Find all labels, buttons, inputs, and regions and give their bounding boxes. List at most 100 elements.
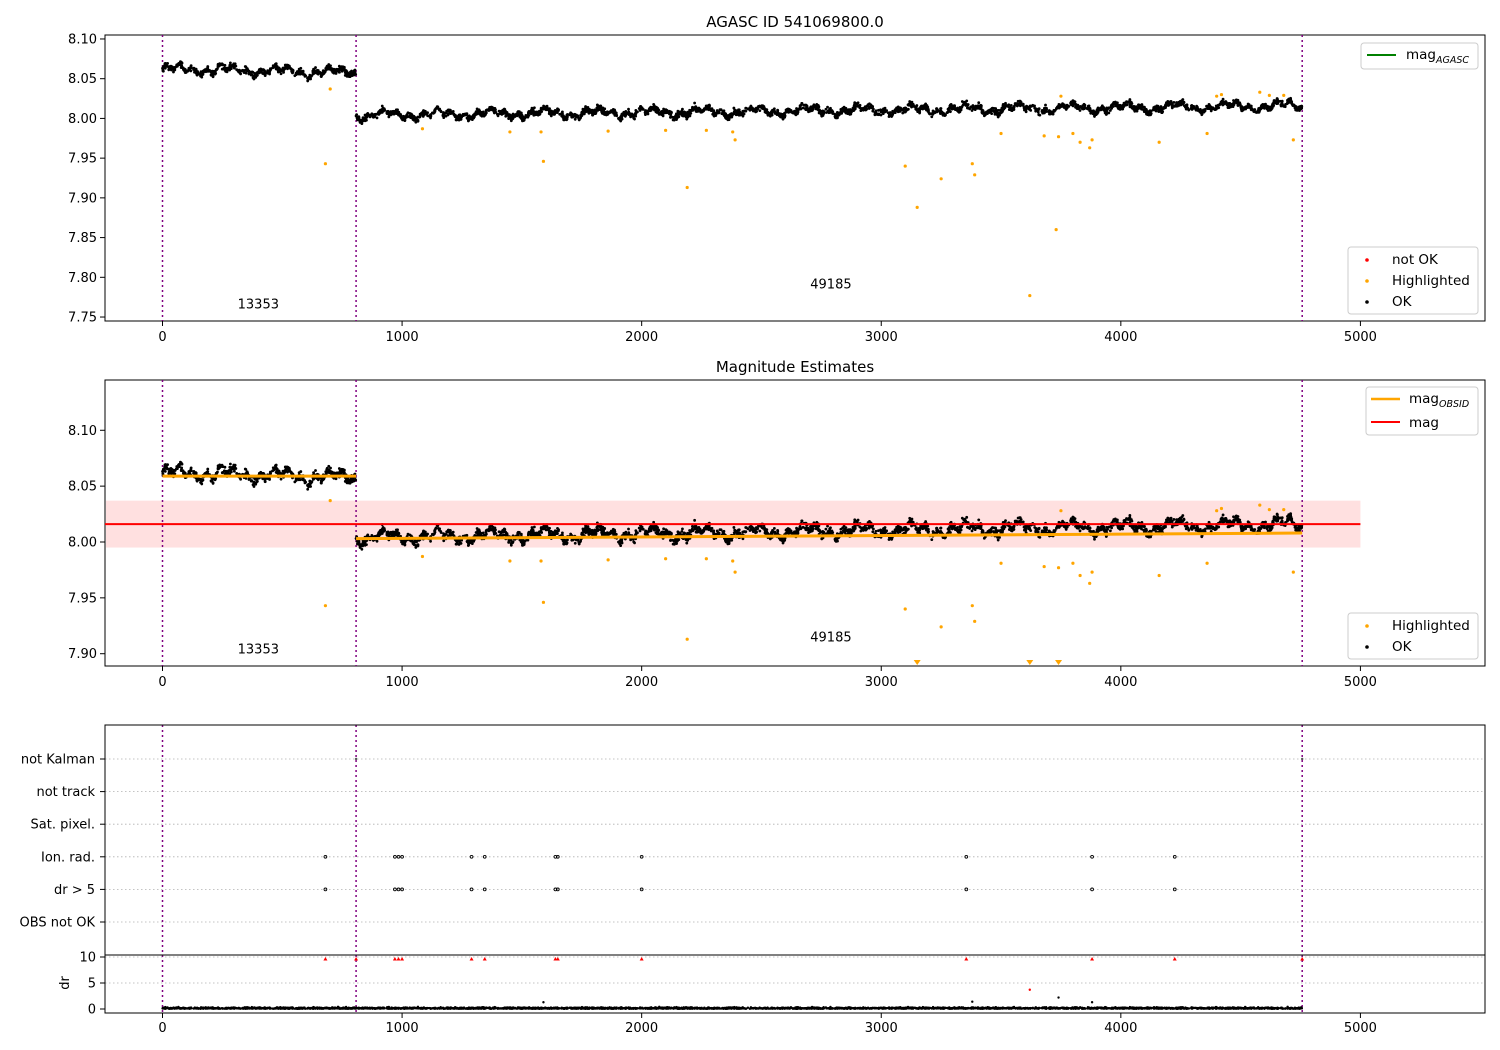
ok-point: [281, 66, 285, 70]
ok-point: [162, 467, 166, 471]
ok-point: [714, 111, 718, 115]
ok-point: [325, 67, 328, 71]
ok-point: [180, 64, 184, 68]
ok-point: [492, 110, 496, 114]
ok-point: [1198, 110, 1202, 114]
ok-point: [457, 113, 461, 117]
ok-point: [228, 61, 232, 65]
ok-point: [487, 109, 491, 112]
ok-point: [659, 110, 663, 114]
ok-point: [549, 109, 552, 113]
ok-point: [268, 471, 272, 475]
ok-point: [480, 114, 484, 118]
ok-point: [494, 108, 497, 112]
ok-point: [819, 112, 823, 116]
ok-point: [634, 114, 638, 118]
ok-point: [1270, 105, 1274, 109]
ok-point: [1057, 106, 1061, 110]
ok-point: [1095, 109, 1099, 113]
ok-point: [581, 111, 585, 115]
ok-point: [189, 469, 193, 473]
ok-point: [547, 112, 551, 116]
ok-point: [1281, 103, 1285, 107]
ok-point: [348, 74, 352, 78]
ok-point: [544, 106, 547, 110]
ok-point: [551, 111, 555, 115]
ok-point: [262, 472, 266, 475]
obsid-label: 49185: [810, 277, 851, 292]
ok-point: [357, 115, 361, 119]
ok-point: [1187, 108, 1191, 112]
ok-point: [353, 68, 357, 72]
legend-not-ok-label: not OK: [1392, 252, 1439, 268]
ok-point: [1222, 102, 1226, 106]
ok-point: [572, 114, 576, 117]
ok-point: [989, 109, 993, 113]
ok-point: [217, 63, 221, 67]
ok-point: [1297, 105, 1301, 109]
ok-point: [541, 106, 545, 110]
ok-point: [849, 108, 853, 112]
ok-point: [704, 104, 708, 108]
ok-point: [532, 106, 536, 110]
ok-point: [821, 110, 825, 114]
ok-point: [831, 110, 835, 114]
ok-point: [306, 483, 310, 487]
ok-point: [826, 105, 829, 109]
ok-point: [325, 470, 328, 474]
ok-point: [197, 72, 201, 76]
ok-point: [342, 67, 346, 71]
ok-point: [1029, 105, 1033, 108]
ok-point: [501, 109, 505, 113]
ok-point: [228, 63, 232, 67]
ok-point: [678, 111, 682, 115]
ok-point: [670, 111, 673, 115]
ok-point: [1263, 106, 1266, 110]
ok-point: [232, 469, 236, 473]
ok-point: [330, 67, 334, 71]
ok-point: [1059, 104, 1063, 108]
ok-point: [556, 526, 559, 530]
ok-point: [1127, 100, 1131, 104]
panel1-title: AGASC ID 541069800.0: [706, 13, 884, 31]
ok-point: [370, 112, 374, 116]
ok-point: [1036, 110, 1040, 114]
ok-point: [1238, 102, 1242, 106]
ok-point: [338, 66, 342, 70]
ok-point: [1183, 105, 1187, 109]
ok-point: [976, 104, 980, 108]
ok-point: [960, 100, 964, 103]
ok-point: [180, 466, 184, 470]
ok-point: [1065, 106, 1069, 110]
ok-point: [199, 70, 203, 74]
ok-point: [252, 74, 256, 78]
ok-point: [274, 62, 277, 66]
ok-point: [918, 111, 921, 115]
x-tick-label: 5000: [1344, 330, 1377, 345]
ok-point: [213, 70, 217, 74]
ok-point: [709, 107, 713, 111]
ok-point: [315, 70, 319, 73]
ok-point: [795, 107, 798, 110]
ok-point: [972, 106, 976, 110]
ok-point: [979, 107, 983, 110]
ok-point: [385, 110, 389, 114]
ok-point: [236, 69, 240, 73]
ok-point: [730, 115, 734, 119]
ok-point: [1130, 102, 1134, 105]
ok-point: [734, 113, 738, 117]
ok-point: [1294, 108, 1298, 111]
highlighted-point: [915, 205, 919, 209]
ok-point: [243, 467, 247, 471]
ok-point: [224, 70, 228, 73]
ok-point: [1198, 108, 1202, 111]
panel1-frame: [104, 34, 1486, 322]
ok-point: [210, 478, 214, 482]
ok-point: [1251, 108, 1254, 112]
ok-point: [417, 115, 421, 119]
ok-point: [891, 109, 895, 113]
ok-point: [199, 74, 203, 78]
ok-point: [162, 65, 166, 68]
legend-ok-label: OK: [1392, 294, 1413, 310]
highlighted-point: [1219, 92, 1224, 97]
